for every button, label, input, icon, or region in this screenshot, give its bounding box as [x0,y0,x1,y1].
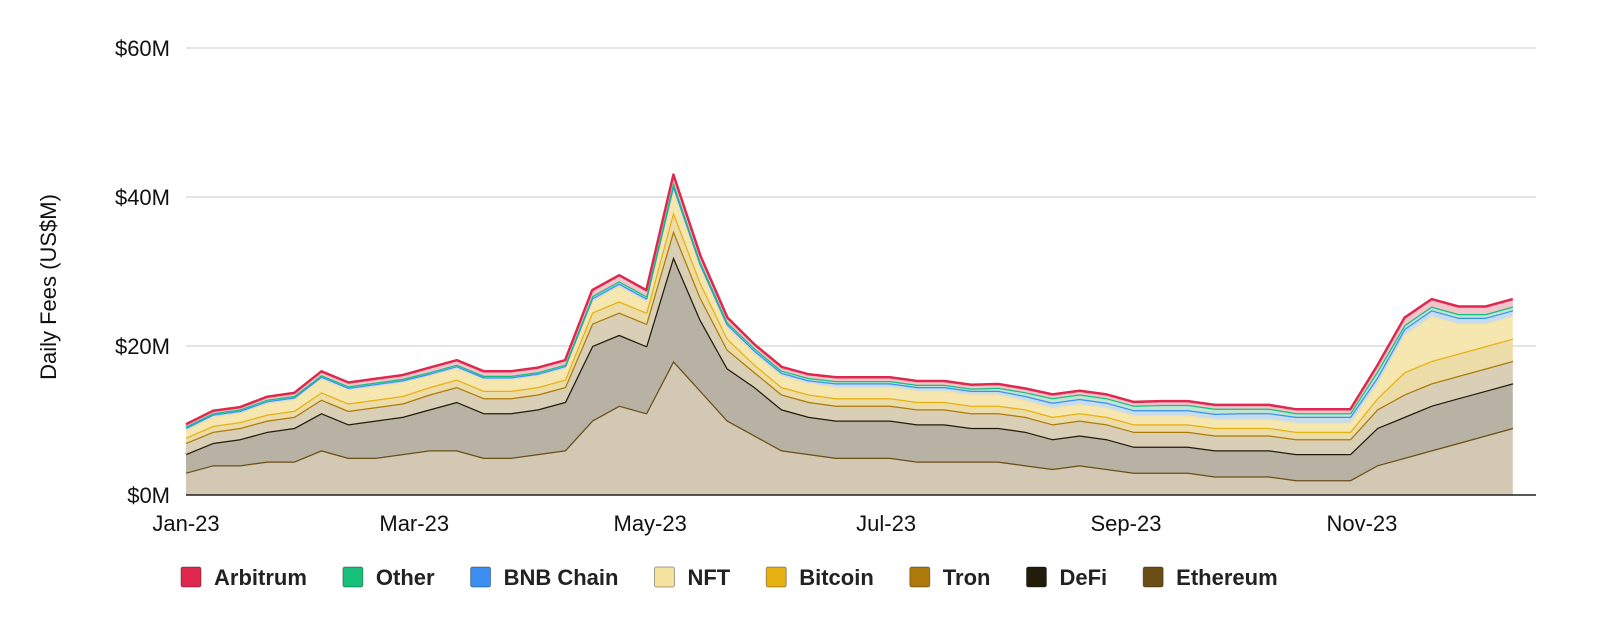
legend-label-arbitrum: Arbitrum [214,565,307,590]
legend-label-bitcoin: Bitcoin [799,565,874,590]
area-ethereum [186,360,1513,495]
y-axis-title: Daily Fees (US$M) [36,194,61,380]
legend-swatch-ethereum [1142,566,1164,588]
area-defi [186,256,1513,481]
legend-swatch-bitcoin [765,566,787,588]
gridlines [186,47,1536,347]
y-tick-label: $40M [115,185,170,210]
legend-label-tron: Tron [943,565,991,590]
legend-label-defi: DeFi [1059,565,1107,590]
x-tick-label: Jul-23 [856,511,916,536]
y-tick-label: $60M [115,36,170,61]
legend-swatch-bnb-chain [470,566,492,588]
legend-label-ethereum: Ethereum [1176,565,1277,590]
legend-swatch-arbitrum [180,566,202,588]
series-areas [185,173,1514,495]
legend-swatch-tron [909,566,931,588]
legend-swatch-defi [1025,566,1047,588]
axes: $0M $20M $40M $60M Jan-23 Mar-23 May-23 Jul-23 S… [115,36,1536,536]
x-tick-label: Sep-23 [1090,511,1161,536]
legend-label-bnb-chain: BNB Chain [504,565,619,590]
line-arbitrum [185,173,1514,426]
legend: Arbitrum Other BNB Chain NFT Bitcoin Tron DeFi… [180,565,1278,590]
x-tick-label: May-23 [614,511,687,536]
legend-label-nft: NFT [687,565,730,590]
y-tick-label: $20M [115,334,170,359]
y-tick-label: $0M [127,483,170,508]
x-tick-label: Jan-23 [152,511,219,536]
x-tick-label: Mar-23 [379,511,449,536]
legend-swatch-nft [653,566,675,588]
legend-label-other: Other [376,565,435,590]
legend-swatch-other [342,566,364,588]
x-tick-label: Nov-23 [1326,511,1397,536]
